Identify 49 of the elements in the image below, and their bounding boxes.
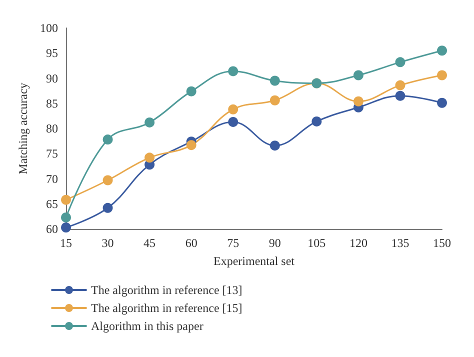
x-tick-label: 75 [227,236,240,250]
point [102,175,113,186]
point [228,104,238,114]
point [61,212,71,222]
point [102,134,113,145]
x-tick-label: 30 [102,236,114,250]
point [228,116,238,127]
legend-label: Algorithm in this paper [91,319,204,333]
point [186,140,196,150]
y-tick-label: 100 [40,21,58,35]
point [270,95,280,106]
x-tick-label: 105 [308,236,326,250]
y-tick-label: 80 [46,122,58,136]
point [353,70,364,80]
y-tick-label: 60 [46,222,58,236]
point [270,76,280,86]
point [186,86,196,96]
legend-label: The algorithm in reference [15] [91,301,242,315]
x-tick-label: 45 [144,236,156,250]
point [437,46,447,56]
y-axis-title: Matching accuracy [16,82,30,174]
point [353,96,364,106]
point [144,152,155,163]
x-axis-title: Experimental set [214,254,296,268]
y-tick-label: 65 [46,196,58,211]
legend-label: The algorithm in reference [13] [91,283,242,297]
point [270,140,280,151]
x-tick-label: 150 [433,236,451,250]
y-tick-label: 90 [46,71,58,86]
y-tick-label: 70 [46,172,58,186]
point [395,90,406,101]
x-tick-label: 120 [349,236,368,250]
point [437,70,447,80]
x-tick-label: 60 [185,236,198,250]
point [312,116,322,126]
point [61,222,71,232]
y-tick-label: 75 [46,146,58,161]
y-tick-label: 95 [46,46,58,60]
point [395,57,406,68]
point [144,117,155,128]
x-tick-label: 90 [268,236,281,250]
point [437,98,447,108]
point [395,80,406,90]
y-tick-label: 85 [46,96,58,110]
x-tick-label: 15 [60,236,72,250]
x-tick-label: 135 [391,236,410,250]
point [61,194,71,205]
point [102,202,113,213]
point [228,66,238,76]
